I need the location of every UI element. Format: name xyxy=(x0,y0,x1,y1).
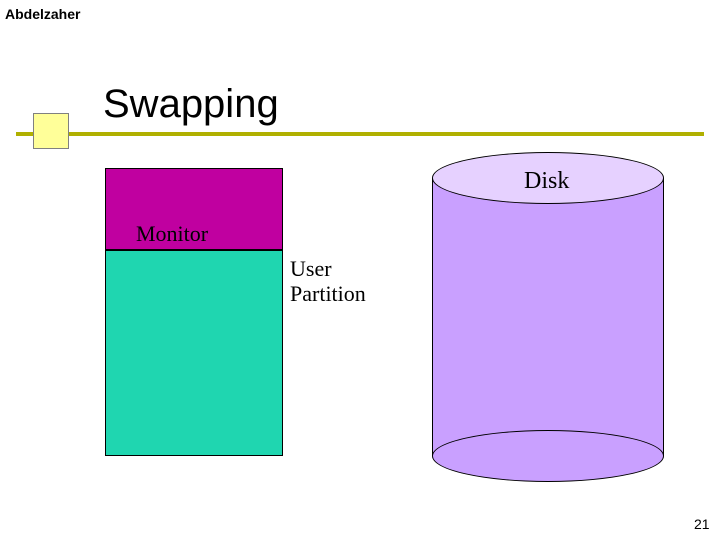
slide-title: Swapping xyxy=(103,82,279,127)
disk-label: Disk xyxy=(524,168,569,195)
disk-cylinder-bottom xyxy=(432,430,664,482)
slide-stage: { "author": { "text": "Abdelzaher", "x":… xyxy=(0,0,720,540)
user-partition-label: User Partition xyxy=(290,256,366,307)
user-partition-block xyxy=(105,250,283,456)
page-number: 21 xyxy=(694,516,710,532)
heading-underline xyxy=(16,132,704,136)
disk-cylinder-body xyxy=(432,178,664,456)
heading-accent-square xyxy=(33,113,69,149)
monitor-label: Monitor xyxy=(136,221,208,247)
author-name: Abdelzaher xyxy=(5,6,80,22)
